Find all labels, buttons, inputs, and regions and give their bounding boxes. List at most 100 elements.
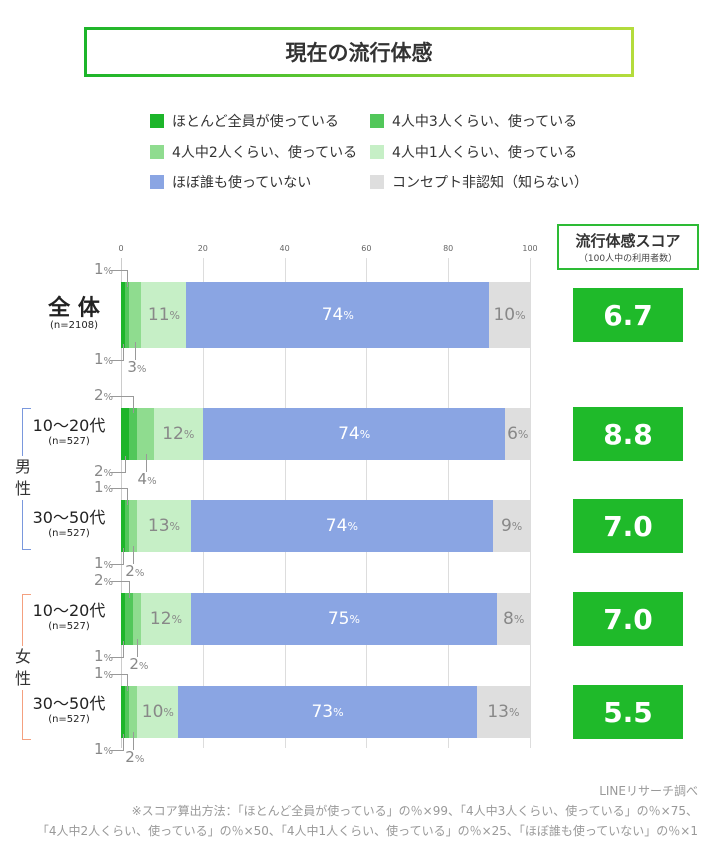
data-label: 11 — [147, 305, 170, 325]
legend-item: 4人中3人くらい、使っている — [370, 111, 577, 131]
bar-segment: 13% — [137, 500, 191, 552]
bar-segment: 75% — [190, 593, 498, 645]
data-label: 74 — [338, 424, 360, 444]
bar-segment: 11% — [141, 282, 187, 348]
row-label: 30〜50代 — [32, 508, 106, 527]
legend-swatch — [150, 175, 164, 189]
row-n: (n=527) — [48, 528, 90, 539]
small-data-label: 3% — [127, 358, 147, 376]
x-tick-label: 20 — [197, 244, 208, 253]
row-n: (n=527) — [48, 621, 90, 632]
bar-segment — [125, 686, 130, 738]
bar-segment — [121, 593, 126, 645]
x-tick-label: 80 — [443, 244, 454, 253]
small-data-label: 1% — [94, 647, 114, 665]
data-label-value: 2 — [125, 562, 135, 580]
data-label: 75 — [327, 609, 350, 629]
data-label-value: 1 — [94, 740, 104, 758]
row-label: 10〜20代 — [32, 416, 106, 435]
data-label-value: 4 — [137, 470, 148, 488]
connector — [110, 734, 125, 751]
data-label: 74 — [325, 516, 348, 536]
legend-item: ほとんど全員が使っている — [150, 111, 339, 131]
method-note-2: 「4人中2人くらい、使っている」の％×50、「4人中1人くらい、使っている」の％… — [36, 824, 698, 838]
data-label-value: 2 — [94, 571, 104, 589]
small-data-label: 2% — [94, 571, 114, 589]
bar-segment — [121, 282, 126, 348]
bar-segment: 12% — [153, 408, 203, 460]
legend-label: コンセプト非認知（知らない） — [392, 175, 588, 191]
connector — [110, 641, 125, 658]
score-box: 8.8 — [573, 407, 683, 461]
connector — [137, 639, 139, 657]
connector — [110, 488, 129, 505]
legend-swatch — [150, 114, 164, 128]
gender-male: 男性 — [14, 456, 32, 500]
bar-segment — [121, 408, 130, 460]
connector — [110, 548, 125, 565]
row-label: 30〜50代 — [32, 694, 106, 713]
x-tick-label: 60 — [361, 244, 372, 253]
bar-segment — [121, 500, 126, 552]
bar-segment: 9% — [493, 500, 530, 552]
connector — [133, 546, 135, 564]
bar-segment — [129, 686, 138, 738]
row-n: (n=527) — [48, 714, 90, 725]
gridline — [530, 258, 531, 748]
data-label-value: 1 — [94, 554, 104, 572]
data-label-value: 2 — [125, 748, 135, 766]
legend-swatch — [370, 175, 384, 189]
small-data-label: 1% — [94, 260, 114, 278]
bar-segment: 74% — [190, 500, 494, 552]
data-label: 9 — [500, 516, 512, 536]
score-box: 5.5 — [573, 685, 683, 739]
x-tick-label: 100 — [522, 244, 538, 253]
data-label-value: 2 — [94, 462, 104, 480]
bar-segment — [133, 593, 142, 645]
connector — [110, 581, 131, 598]
connector — [133, 732, 135, 750]
data-label-value: 2 — [94, 386, 104, 404]
method-note-1: ※スコア算出方法：「ほとんど全員が使っている」の％×99、「4人中3人くらい、使… — [131, 804, 698, 818]
legend-item: コンセプト非認知（知らない） — [370, 172, 588, 192]
legend-item: 4人中1人くらい、使っている — [370, 142, 577, 162]
data-label: 6 — [507, 424, 518, 444]
bar-segment — [137, 408, 154, 460]
data-label: 8 — [502, 609, 514, 629]
connector — [110, 674, 129, 691]
small-data-label: 1% — [94, 554, 114, 572]
row-n: (n=2108) — [50, 320, 98, 331]
connector — [110, 396, 135, 413]
bar-segment: 8% — [497, 593, 530, 645]
row-label: 全 体 — [48, 296, 100, 321]
data-label-value: 1 — [94, 664, 104, 682]
bar-segment: 12% — [141, 593, 191, 645]
legend-label: 4人中3人くらい、使っている — [392, 114, 578, 130]
data-label: 10 — [141, 702, 164, 722]
score-box: 7.0 — [573, 592, 683, 646]
score-header: 流行体感スコア （100人中の利用者数） — [557, 224, 699, 270]
small-data-label: 2% — [125, 748, 145, 766]
connector — [110, 344, 125, 361]
small-data-label: 1% — [94, 740, 114, 758]
data-label: 74 — [321, 305, 344, 325]
bar-segment: 73% — [178, 686, 477, 738]
data-label: 73 — [311, 702, 334, 722]
data-label-value: 1 — [94, 478, 104, 496]
data-label-value: 2 — [129, 655, 139, 673]
data-label: 13 — [147, 516, 170, 536]
data-label: 12 — [162, 424, 184, 444]
bar-segment: 6% — [505, 408, 530, 460]
legend-swatch — [370, 114, 384, 128]
row-label: 10〜20代 — [32, 601, 106, 620]
bar-segment — [125, 282, 130, 348]
bar-segment: 74% — [186, 282, 490, 348]
small-data-label: 1% — [94, 350, 114, 368]
bar-segment — [125, 500, 130, 552]
small-data-label: 2% — [94, 386, 114, 404]
legend-label: 4人中1人くらい、使っている — [392, 145, 578, 161]
connector — [145, 454, 147, 472]
small-data-label: 2% — [94, 462, 114, 480]
source-note: LINEリサーチ調べ — [599, 784, 698, 798]
